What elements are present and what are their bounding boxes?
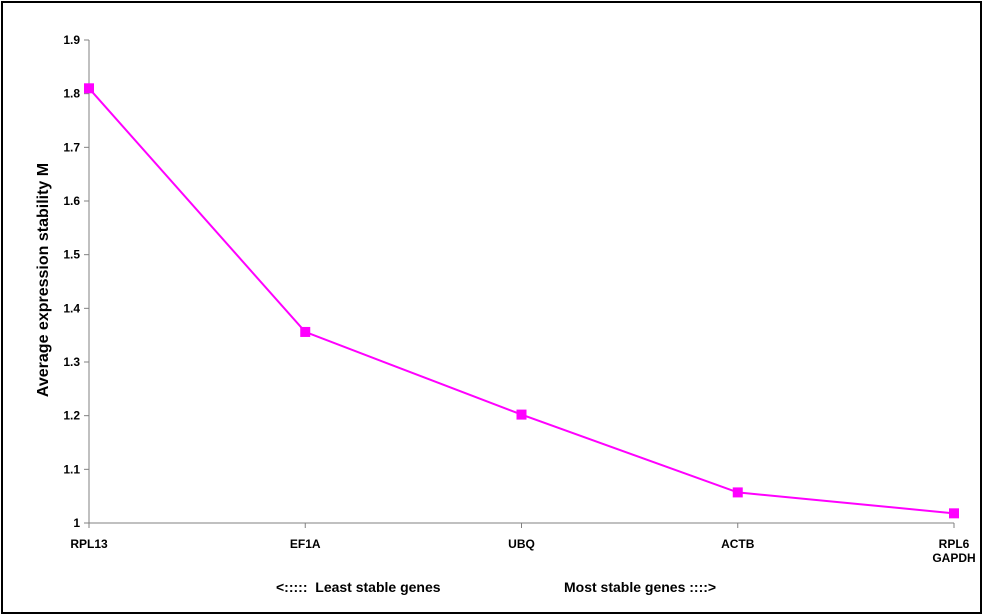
least-stable-note: <::::: Least stable genes (276, 579, 441, 595)
x-tick-label: RPL6 (939, 537, 970, 551)
x-tick-label: GAPDH (932, 551, 975, 565)
y-tick-label: 1.7 (63, 140, 80, 154)
y-tick-label: 1 (73, 516, 80, 530)
y-tick-label: 1.6 (63, 194, 80, 208)
data-point (300, 326, 311, 337)
y-tick-label: 1.2 (63, 409, 80, 423)
y-tick-label: 1.5 (63, 248, 80, 262)
y-tick-label: 1.4 (63, 301, 80, 315)
x-tick-label: UBQ (508, 537, 535, 551)
y-axis-title: Average expression stability M (35, 163, 52, 397)
y-tick-label: 1.3 (63, 355, 80, 369)
y-tick-label: 1.1 (63, 462, 80, 476)
most-stable-note: Most stable genes ::::> (564, 579, 716, 595)
x-tick-label: EF1A (290, 537, 321, 551)
data-point (516, 409, 527, 420)
y-axis: 1 1.1 1.2 1.3 1.4 1.5 1.6 1.7 1.8 1.9 (63, 33, 90, 530)
data-point (732, 487, 743, 498)
y-tick-label: 1.9 (63, 33, 80, 47)
series-line (84, 83, 959, 519)
data-point (84, 83, 94, 94)
series-path (88, 87, 955, 515)
x-tick-label: RPL13 (70, 537, 108, 551)
x-tick-label: ACTB (721, 537, 755, 551)
y-tick-label: 1.8 (63, 87, 80, 101)
data-point (949, 508, 959, 519)
